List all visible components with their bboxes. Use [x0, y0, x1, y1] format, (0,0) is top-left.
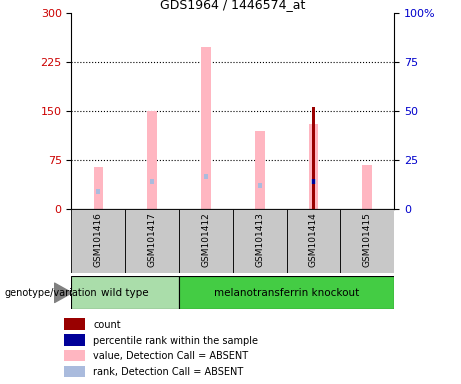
Bar — [309, 124, 318, 209]
Bar — [64, 318, 85, 330]
Bar — [311, 179, 316, 184]
Bar — [312, 107, 315, 209]
Bar — [255, 131, 265, 209]
Bar — [64, 334, 85, 346]
Bar — [125, 209, 179, 273]
Bar — [71, 209, 125, 273]
Text: rank, Detection Call = ABSENT: rank, Detection Call = ABSENT — [93, 367, 243, 377]
Text: percentile rank within the sample: percentile rank within the sample — [93, 336, 258, 346]
Bar — [179, 209, 233, 273]
Text: wild type: wild type — [101, 288, 149, 298]
Polygon shape — [54, 283, 72, 303]
Bar — [201, 47, 211, 209]
Bar — [94, 167, 103, 209]
Bar — [204, 174, 208, 179]
Bar — [150, 179, 154, 184]
Text: GSM101413: GSM101413 — [255, 212, 264, 267]
Bar — [64, 366, 85, 377]
Text: melanotransferrin knockout: melanotransferrin knockout — [214, 288, 359, 298]
Bar — [148, 111, 157, 209]
Bar — [96, 189, 100, 194]
Bar — [64, 350, 85, 361]
Text: value, Detection Call = ABSENT: value, Detection Call = ABSENT — [93, 351, 248, 361]
Bar — [179, 276, 394, 309]
Text: GSM101412: GSM101412 — [201, 212, 210, 267]
Bar — [312, 179, 315, 184]
Text: GSM101416: GSM101416 — [94, 212, 103, 267]
Bar — [258, 182, 262, 188]
Bar — [233, 209, 287, 273]
Title: GDS1964 / 1446574_at: GDS1964 / 1446574_at — [160, 0, 306, 11]
Text: GSM101417: GSM101417 — [148, 212, 157, 267]
Bar — [362, 165, 372, 209]
Bar — [340, 209, 394, 273]
Text: genotype/variation: genotype/variation — [5, 288, 97, 298]
Text: count: count — [93, 320, 121, 330]
Bar — [287, 209, 340, 273]
Text: GSM101414: GSM101414 — [309, 212, 318, 267]
Bar — [71, 276, 179, 309]
Text: GSM101415: GSM101415 — [363, 212, 372, 267]
